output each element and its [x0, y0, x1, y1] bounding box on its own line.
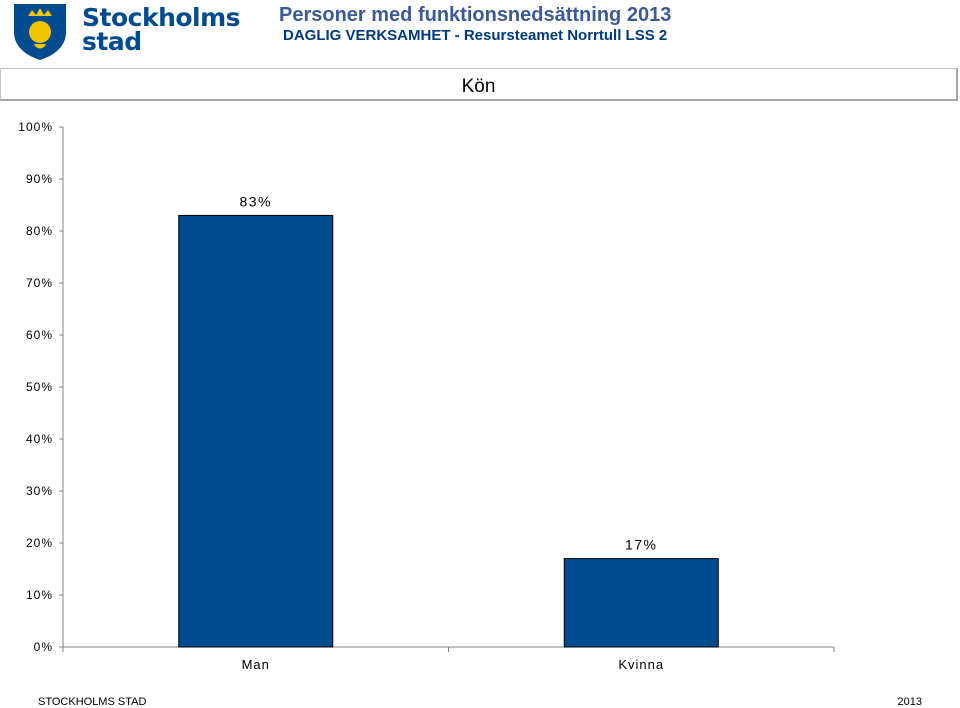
y-tick-label: 80%	[26, 224, 53, 238]
y-tick-label: 100%	[18, 120, 53, 134]
chart-title: Kön	[461, 76, 496, 97]
y-tick-label: 20%	[26, 536, 53, 550]
y-tick-label: 90%	[26, 172, 53, 186]
logo-text-line2: stad	[82, 27, 142, 56]
data-label: 83%	[239, 193, 272, 209]
logo-text-line1: Stockholms	[82, 3, 241, 32]
x-tick-label: Kvinna	[618, 657, 664, 672]
y-tick-label: 70%	[26, 276, 53, 290]
y-tick-label: 40%	[26, 432, 53, 446]
report-title: Personer med funktionsnedsättning 2013	[279, 4, 672, 26]
y-tick-label: 30%	[26, 484, 53, 498]
bar-man	[178, 214, 334, 648]
y-tick-label: 50%	[26, 380, 53, 394]
report-subtitle: DAGLIG VERKSAMHET - Resursteamet Norrtul…	[283, 27, 668, 44]
y-tick-label: 10%	[26, 588, 53, 602]
data-label: 17%	[625, 537, 658, 553]
y-tick-label: 0%	[34, 640, 53, 654]
footer-year: 2013	[897, 696, 922, 708]
x-tick-label: Man	[242, 657, 270, 672]
chart-title-box: Kön	[0, 68, 958, 101]
bar-kvinna	[563, 558, 719, 648]
stockholms-stad-logo: Stockholms stad	[10, 2, 241, 62]
footer-organization: STOCKHOLMS STAD	[38, 696, 147, 708]
coat-of-arms-icon	[14, 4, 66, 60]
y-tick-label: 60%	[26, 328, 53, 342]
